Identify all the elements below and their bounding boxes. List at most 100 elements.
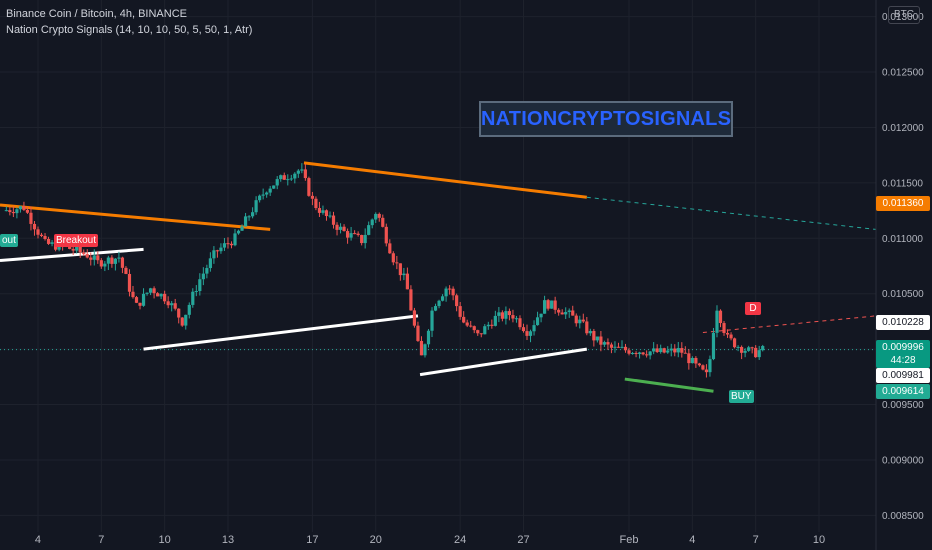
candle-body	[514, 318, 519, 320]
candle-body	[99, 260, 103, 267]
candle-body	[761, 346, 765, 351]
orange-line-price-tag: 0.011360	[876, 196, 930, 211]
candle-body	[236, 230, 241, 234]
candle-body	[669, 348, 673, 351]
candle-body	[243, 216, 248, 227]
candle-body	[219, 247, 223, 252]
candle-body	[345, 231, 350, 238]
trend-line-orange-left	[0, 203, 271, 231]
candle-body	[433, 306, 438, 311]
x-tick-label: 4	[689, 534, 695, 546]
candle-body	[430, 310, 434, 331]
candle-body	[694, 357, 698, 364]
candle-body	[4, 210, 8, 212]
candle-body	[747, 347, 751, 351]
candle-body	[581, 319, 585, 322]
candle-body	[152, 288, 156, 294]
candle-body	[609, 344, 614, 348]
candle-body	[163, 293, 167, 302]
candle-body	[89, 257, 93, 260]
candle-body	[676, 347, 680, 353]
breakout-signal-label: out	[0, 234, 18, 247]
candle-body	[750, 347, 754, 349]
candle-body	[655, 348, 659, 353]
time-axis: 4 7 10 13 17 20 24 27 Feb 4 7 10	[35, 534, 825, 546]
candle-body	[85, 254, 89, 258]
trend-line-red-dashed-resistance	[702, 315, 877, 333]
candle-body	[187, 304, 191, 315]
candle-body	[613, 346, 617, 348]
candle-body	[328, 215, 332, 217]
candle-body	[757, 350, 761, 358]
candle-body	[666, 350, 670, 353]
candle-body	[715, 310, 719, 333]
candle-body	[437, 300, 441, 307]
currency-badge[interactable]: BTC	[888, 6, 920, 24]
candle-body	[46, 238, 51, 244]
y-tick-label: 0.008500	[882, 511, 924, 522]
candle-body	[201, 273, 205, 280]
candle-body	[535, 317, 540, 326]
candle-body	[374, 213, 378, 220]
candle-body	[363, 234, 367, 244]
candle-body	[307, 178, 311, 196]
candle-body	[141, 293, 146, 306]
candle-body	[32, 223, 37, 230]
candle-body	[321, 210, 325, 213]
candle-body	[697, 363, 701, 366]
candle-body	[184, 314, 188, 326]
candle-body	[303, 169, 307, 179]
candle-body	[103, 263, 107, 267]
candle-body	[50, 242, 54, 244]
candle-body	[493, 315, 497, 326]
candle-body	[275, 179, 279, 186]
candle-body	[740, 346, 744, 353]
candle-body	[732, 338, 737, 348]
candle-body	[486, 324, 490, 327]
candle-body	[215, 250, 220, 252]
candle-body	[145, 292, 149, 294]
candle-body	[592, 331, 596, 341]
y-tick-label: 0.012500	[882, 68, 924, 79]
candle-body	[736, 346, 740, 348]
candle-body	[616, 346, 621, 348]
candle-body	[282, 175, 286, 180]
x-tick-label: 7	[753, 534, 759, 546]
candle-body	[645, 354, 649, 356]
candle-body	[395, 262, 399, 264]
candle-body	[673, 348, 677, 353]
candle-body	[120, 257, 125, 268]
candle-body	[391, 253, 395, 263]
candle-body	[36, 229, 40, 235]
candle-body	[546, 300, 550, 309]
candle-body	[637, 352, 642, 354]
candle-body	[71, 248, 75, 251]
indicator-title[interactable]: Nation Crypto Signals (14, 10, 10, 50, 5…	[6, 24, 253, 36]
candle-body	[15, 209, 19, 214]
y-tick-label: 0.009000	[882, 455, 924, 466]
candle-body	[497, 312, 501, 316]
symbol-title[interactable]: Binance Coin / Bitcoin, 4h, BINANCE	[6, 8, 187, 20]
candle-body	[96, 255, 100, 261]
candle-body	[405, 273, 409, 290]
last-price-tag: 0.009996 44:28	[876, 340, 930, 368]
candle-body	[191, 291, 195, 305]
candle-body	[440, 296, 445, 301]
candle-body	[704, 369, 709, 373]
x-tick-label: Feb	[620, 534, 639, 546]
candle-body	[708, 359, 712, 373]
candle-body	[687, 353, 691, 364]
candle-body	[131, 291, 135, 298]
candle-body	[22, 206, 26, 210]
x-tick-label: 17	[306, 534, 318, 546]
candle-body	[623, 346, 628, 351]
candle-body	[279, 175, 283, 180]
brand-watermark: NATIONCRYPTOSIGNALS	[479, 101, 733, 137]
candle-body	[423, 344, 427, 356]
candle-body	[331, 215, 336, 225]
candle-body	[11, 212, 15, 214]
candle-body	[250, 212, 255, 217]
candle-body	[553, 300, 557, 310]
candle-body	[138, 302, 142, 306]
